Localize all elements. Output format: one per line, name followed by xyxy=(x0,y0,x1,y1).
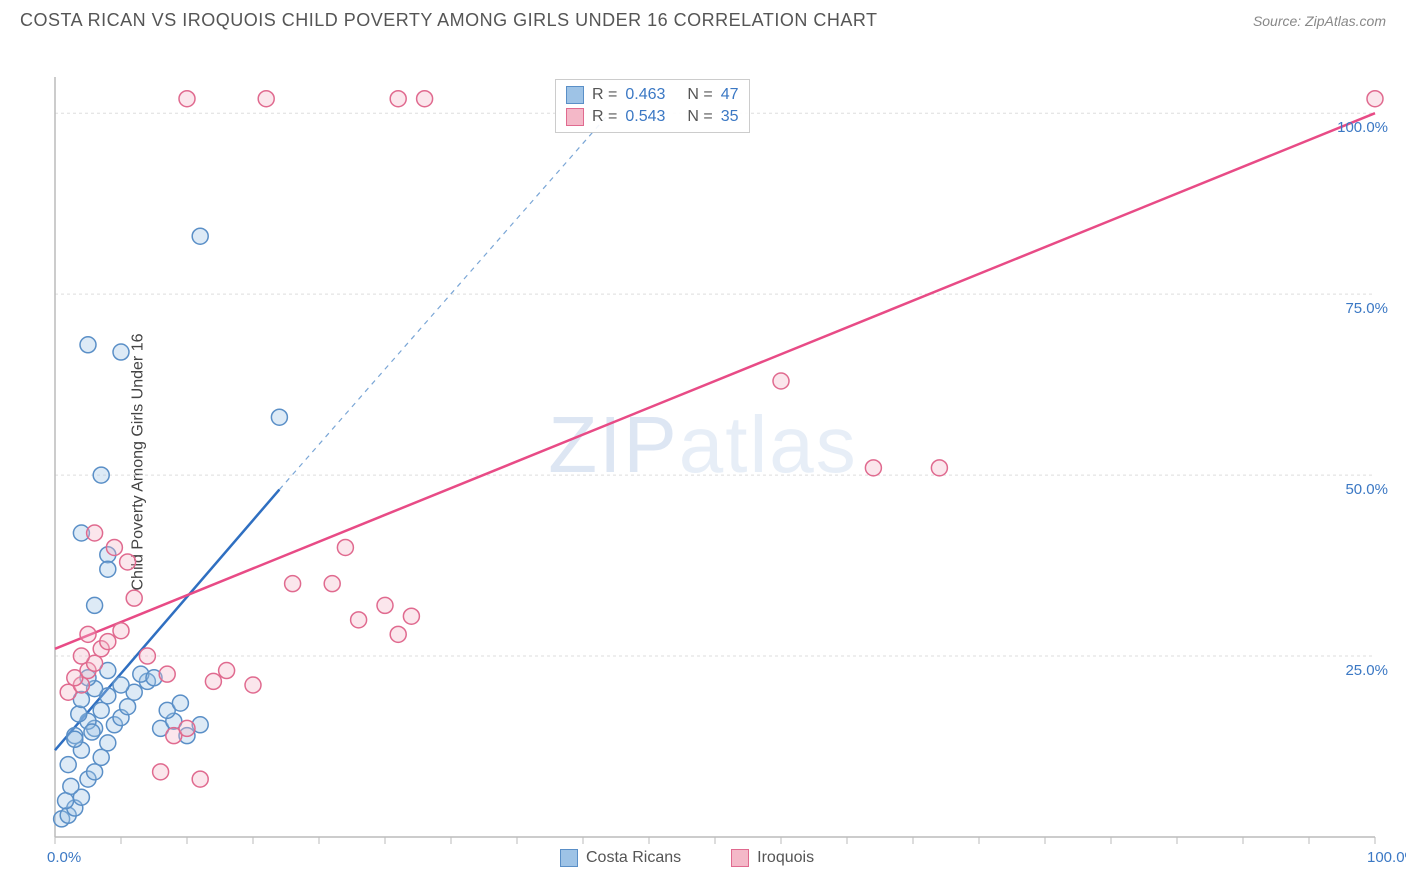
x-tick-label: 0.0% xyxy=(47,849,81,866)
chart-title: COSTA RICAN VS IROQUOIS CHILD POVERTY AM… xyxy=(20,10,878,31)
y-tick-label: 25.0% xyxy=(1345,662,1388,679)
chart-area: Child Poverty Among Girls Under 16 ZIPat… xyxy=(0,37,1406,887)
legend-row-iroquois: R = 0.543 N = 35 xyxy=(566,106,739,128)
y-tick-label: 100.0% xyxy=(1337,119,1388,136)
swatch-iroquois-bottom xyxy=(731,849,749,867)
legend-item-costaricans: Costa Ricans xyxy=(560,849,681,867)
swatch-iroquois xyxy=(566,108,584,126)
series-legend: Costa Ricans Iroquois xyxy=(560,849,814,867)
legend-row-costaricans: R = 0.463 N = 47 xyxy=(566,84,739,106)
y-tick-label: 50.0% xyxy=(1345,481,1388,498)
chart-header: COSTA RICAN VS IROQUOIS CHILD POVERTY AM… xyxy=(0,0,1406,37)
chart-source: Source: ZipAtlas.com xyxy=(1253,13,1386,29)
scatter-chart-svg xyxy=(0,37,1406,887)
y-tick-label: 75.0% xyxy=(1345,300,1388,317)
swatch-costaricans xyxy=(566,86,584,104)
swatch-costaricans-bottom xyxy=(560,849,578,867)
legend-item-iroquois: Iroquois xyxy=(731,849,814,867)
x-tick-label: 100.0% xyxy=(1367,849,1406,866)
correlation-legend: R = 0.463 N = 47 R = 0.543 N = 35 xyxy=(555,79,750,133)
